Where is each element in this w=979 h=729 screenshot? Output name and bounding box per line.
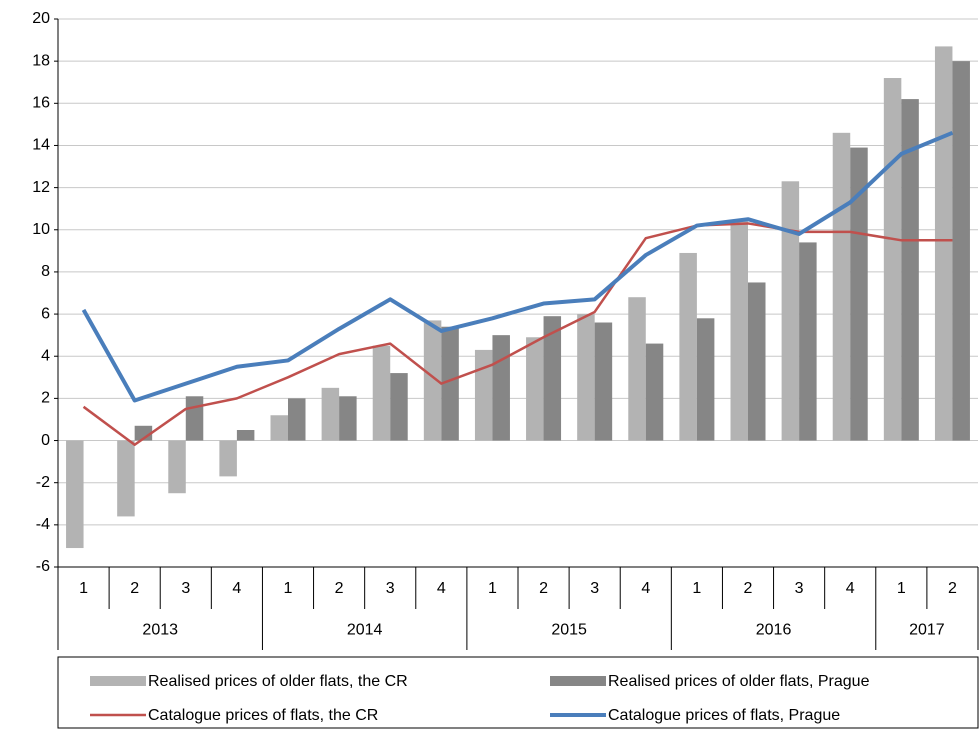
y-tick-label: 6 [41, 305, 50, 322]
x-tick-label: 3 [795, 580, 804, 597]
x-tick-label: 2 [335, 580, 344, 597]
x-group-label: 2016 [756, 622, 792, 639]
bar [423, 320, 442, 441]
x-tick-label: 2 [744, 580, 753, 597]
bar [781, 181, 800, 441]
bar [66, 440, 84, 549]
bar [883, 78, 902, 441]
y-tick-label: 10 [32, 221, 50, 238]
x-tick-label: 1 [897, 580, 906, 597]
y-tick-label: -2 [36, 474, 50, 491]
x-tick-label: 2 [948, 580, 957, 597]
bar [696, 318, 715, 441]
bar [645, 343, 664, 441]
bar [117, 440, 135, 517]
x-tick-label: 4 [641, 580, 650, 597]
bar [628, 297, 646, 441]
x-tick-label: 4 [846, 580, 855, 597]
x-tick-label: 3 [590, 580, 599, 597]
x-group-label: 2014 [347, 622, 383, 639]
y-tick-label: 14 [32, 137, 50, 154]
bar [474, 349, 493, 441]
bar [288, 398, 306, 441]
legend-swatch [90, 676, 146, 686]
bar [219, 440, 237, 477]
x-tick-label: 4 [437, 580, 446, 597]
bar [321, 387, 340, 441]
bar [372, 345, 391, 441]
bar [730, 221, 748, 441]
x-tick-label: 1 [692, 580, 701, 597]
bar [168, 440, 186, 494]
line [82, 222, 953, 447]
x-tick-label: 2 [130, 580, 139, 597]
x-tick-label: 1 [284, 580, 293, 597]
bar [934, 46, 953, 441]
bar [748, 282, 766, 441]
y-tick-label: 0 [41, 432, 50, 449]
legend-label: Realised prices of older flats, Prague [608, 673, 870, 690]
y-tick-label: 2 [41, 390, 50, 407]
bar [901, 99, 919, 441]
bar [339, 396, 357, 441]
bar [390, 373, 408, 441]
legend-label: Realised prices of older flats, the CR [148, 673, 408, 690]
line [81, 130, 954, 403]
bar [577, 314, 595, 441]
y-tick-label: 16 [32, 95, 50, 112]
legend-label: Catalogue prices of flats, Prague [608, 707, 840, 724]
x-tick-label: 2 [539, 580, 548, 597]
bar [799, 242, 817, 441]
bar [526, 337, 544, 441]
bar [185, 396, 204, 441]
y-tick-label: 12 [32, 179, 50, 196]
bar [492, 335, 510, 441]
y-tick-label: 8 [41, 263, 50, 280]
bar [594, 322, 613, 441]
x-group-label: 2013 [142, 622, 178, 639]
bar [832, 132, 851, 441]
x-tick-label: 1 [488, 580, 497, 597]
x-group-label: 2015 [551, 622, 587, 639]
legend-label: Catalogue prices of flats, the CR [148, 707, 378, 724]
y-tick-label: 18 [32, 52, 50, 69]
x-tick-label: 3 [386, 580, 395, 597]
bar [543, 316, 562, 441]
y-tick-label: 4 [41, 347, 50, 364]
bar [441, 326, 459, 441]
y-tick-label: -6 [36, 558, 50, 575]
legend-swatch [550, 676, 606, 686]
x-tick-label: 1 [79, 580, 88, 597]
y-tick-label: 20 [32, 10, 50, 27]
x-group-label: 2017 [909, 622, 945, 639]
bar [679, 252, 697, 441]
legend-box [57, 656, 979, 729]
bar [236, 430, 255, 441]
bar [952, 61, 970, 441]
x-tick-label: 3 [181, 580, 190, 597]
bar [850, 147, 868, 441]
y-tick-label: -4 [36, 516, 50, 533]
bar [270, 415, 288, 441]
x-tick-label: 4 [232, 580, 241, 597]
